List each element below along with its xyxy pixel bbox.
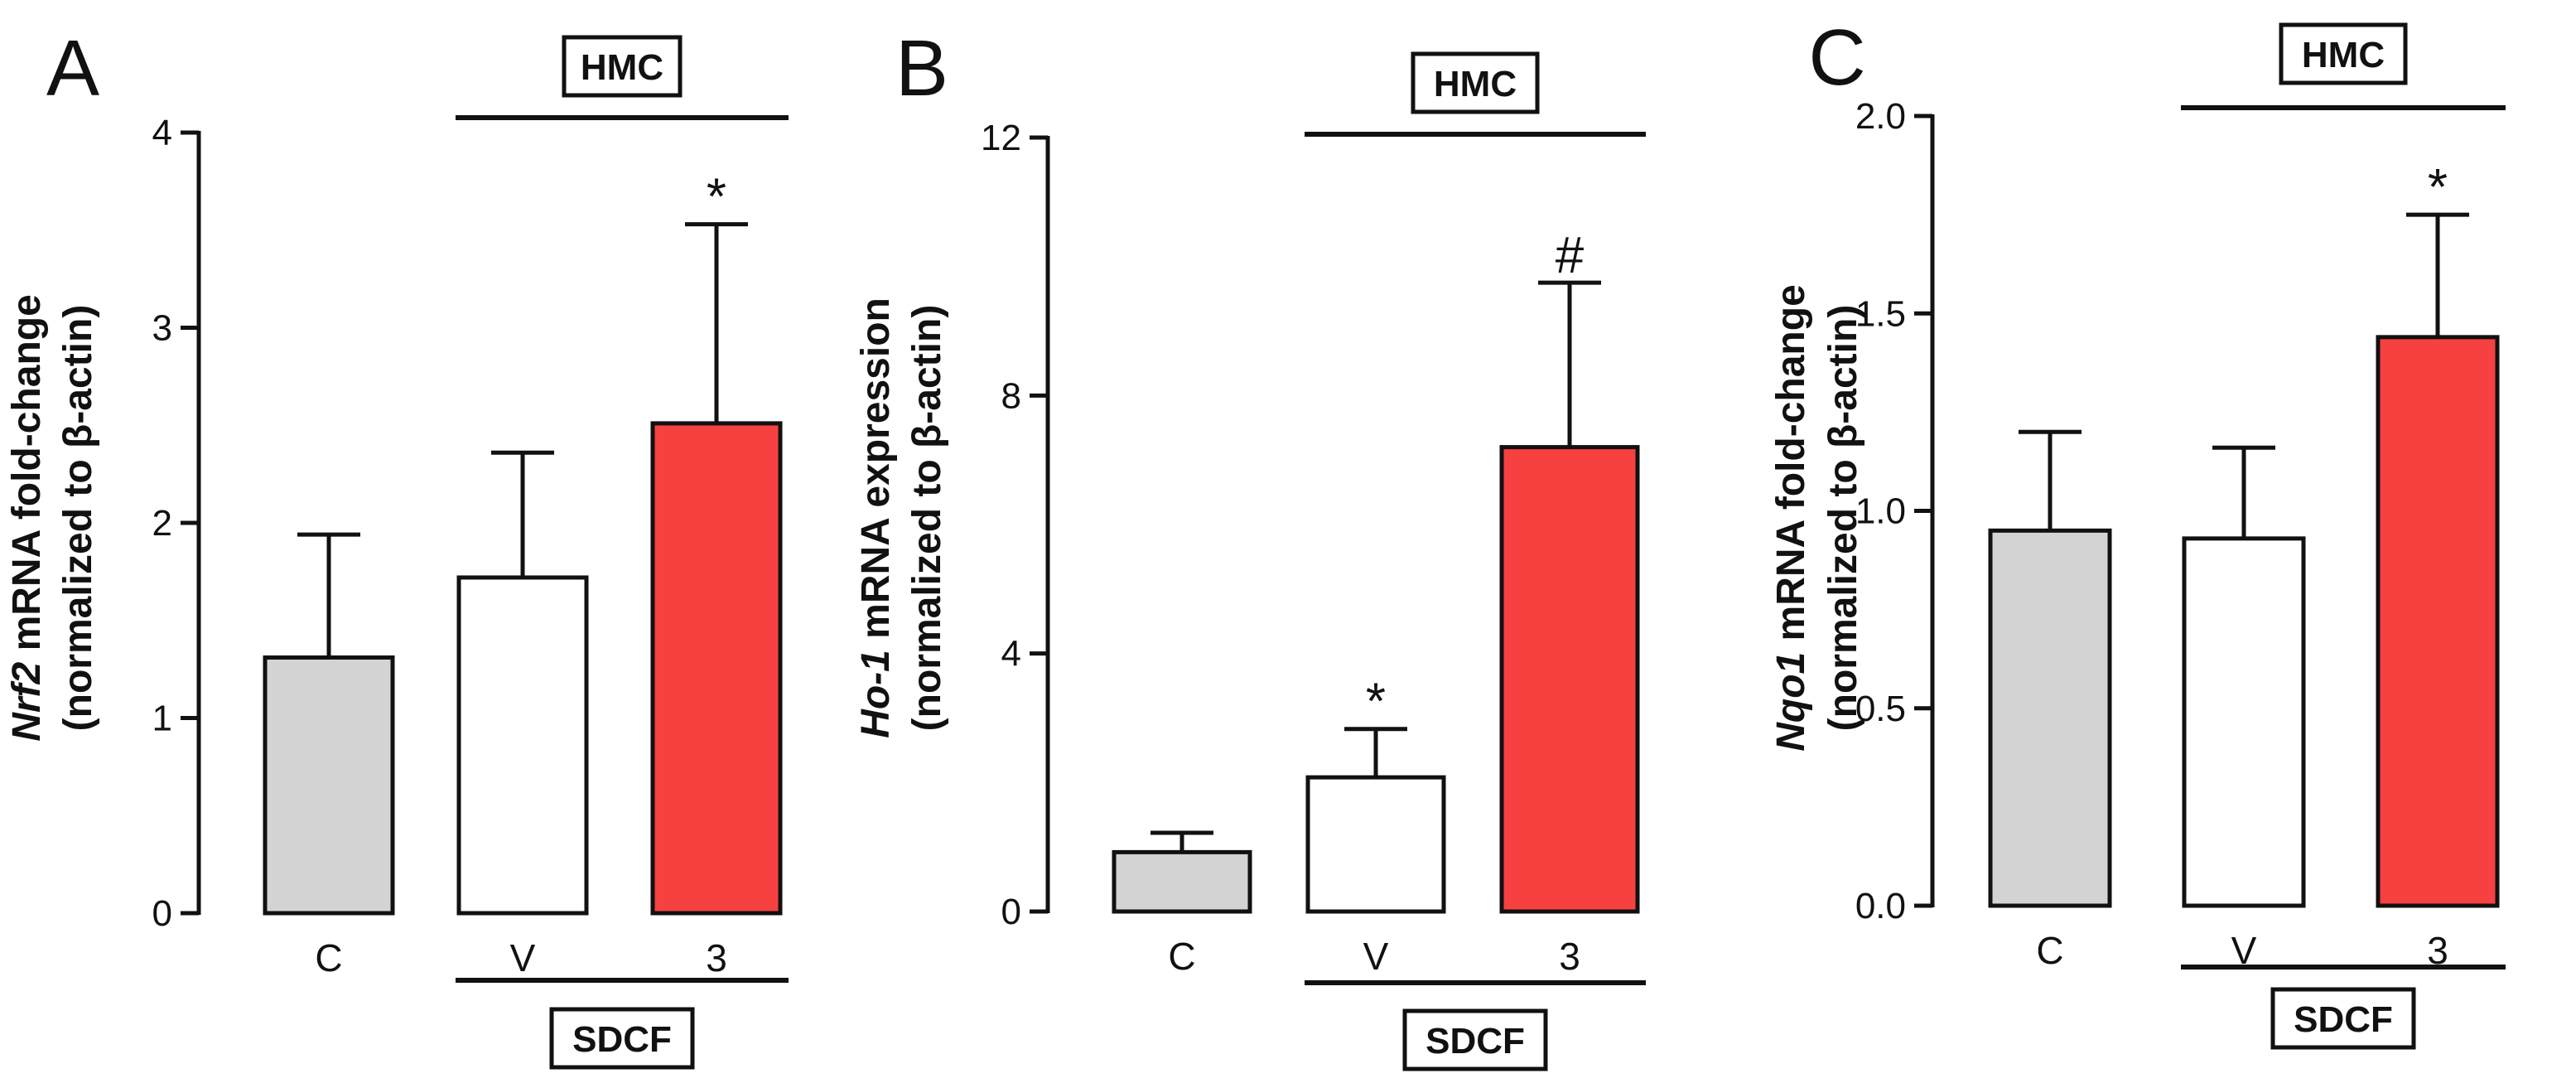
category-label: C	[2036, 929, 2063, 972]
category-label: V	[1363, 935, 1389, 978]
bar-3	[2376, 335, 2500, 908]
sdcf-label-box	[2270, 987, 2416, 1050]
y-tick-label: 2	[152, 503, 172, 544]
panel-letter: C	[1808, 13, 1865, 102]
y-tick-label: 1.0	[1855, 491, 1906, 532]
panel-a: A 0 1 2 3 4 Nrf2 mRNA fold-change (normalized t…	[5, 24, 789, 1070]
y-axis-label-text: mRNA fold-change	[1769, 284, 1813, 652]
y-tick-label: 2.0	[1855, 96, 1906, 137]
category-label: C	[315, 936, 342, 979]
y-axis-label-normalization: (normalized to β-actin)	[905, 305, 949, 732]
y-axis-label-normalization: (normalized to β-actin)	[56, 305, 100, 732]
bar-c	[1988, 528, 2112, 908]
category-label: V	[510, 936, 536, 979]
y-axis-label-normalization: (normalized to β-actin)	[1821, 305, 1865, 732]
sdcf-label: SDCF	[2294, 999, 2393, 1040]
y-tick-label: 1.5	[1855, 293, 1906, 334]
y-tick-label: 8	[1001, 375, 1021, 416]
y-axis-label-text: mRNA fold-change	[5, 294, 49, 662]
sdcf-label-box	[1402, 1008, 1548, 1071]
y-axis-label: Nrf2 mRNA fold-change	[5, 294, 49, 742]
y-axis-label: Nqo1 mRNA fold-change	[1769, 284, 1813, 752]
panel-c: C 0.0 0.5 1.0 1.5 2.0 Nqo1 mRNA fold-change (no…	[1769, 13, 2506, 1050]
hmc-label: HMC	[581, 47, 663, 88]
bar-v	[2182, 536, 2306, 908]
bar-c	[263, 655, 395, 916]
y-tick-label: 4	[152, 113, 172, 153]
bar-c	[1112, 849, 1252, 914]
y-axis-label-gene: Ho-1	[854, 650, 898, 738]
y-tick-label: 4	[1001, 634, 1021, 675]
y-axis-label-text: mRNA expression	[854, 297, 898, 650]
bar-v	[456, 575, 589, 916]
hmc-label: HMC	[1434, 64, 1517, 104]
y-axis-label-gene: Nqo1	[1769, 652, 1813, 752]
category-label: 3	[706, 936, 727, 979]
y-tick-label: 0	[152, 893, 172, 934]
y-tick-label: 0.0	[1855, 886, 1906, 926]
y-tick-label: 0.5	[1855, 689, 1906, 729]
hmc-label-box	[2279, 22, 2408, 85]
hmc-label-box	[562, 35, 683, 98]
bar-v	[1305, 775, 1446, 914]
bar-3	[650, 421, 783, 916]
y-tick-label: 12	[981, 118, 1021, 158]
panel-letter: A	[46, 24, 99, 113]
category-label: C	[1168, 935, 1195, 978]
sdcf-label-box	[549, 1007, 695, 1070]
y-tick-label: 1	[152, 699, 172, 739]
hmc-label-box	[1411, 51, 1540, 114]
significance-marker: *	[2428, 159, 2448, 216]
hmc-label: HMC	[2302, 35, 2385, 75]
sdcf-label: SDCF	[1425, 1021, 1525, 1061]
panel-letter: B	[895, 24, 948, 113]
y-axis-label: Ho-1 mRNA expression	[854, 297, 898, 738]
sdcf-label: SDCF	[572, 1019, 672, 1060]
y-tick-label: 3	[152, 308, 172, 349]
panel-b: B 0 4 8 12 Ho-1 mRNA expression (normalized to…	[854, 24, 1646, 1071]
category-label: 3	[1559, 935, 1580, 978]
significance-marker: *	[1366, 674, 1386, 731]
y-tick-label: 0	[1001, 892, 1021, 932]
bar-3	[1499, 445, 1640, 914]
significance-marker: #	[1556, 227, 1585, 284]
significance-marker: *	[707, 169, 726, 226]
y-axis-label-gene: Nrf2	[5, 661, 49, 741]
